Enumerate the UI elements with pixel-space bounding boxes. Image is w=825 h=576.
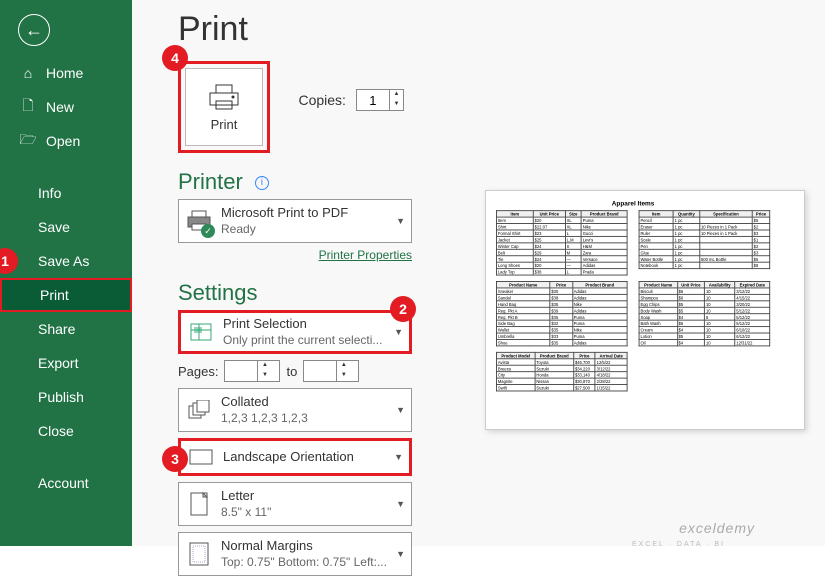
- nav-label: Home: [46, 65, 83, 81]
- open-icon: 🗁: [20, 133, 36, 149]
- nav-label: Publish: [38, 389, 84, 405]
- selection-icon: [187, 318, 215, 346]
- setting-selection-title: Print Selection: [223, 316, 394, 332]
- nav-export[interactable]: Export: [0, 346, 132, 380]
- watermark: exceldemy: [679, 520, 755, 536]
- annotation-bubble-3: 3: [162, 446, 188, 472]
- chevron-down-icon: ▼: [396, 216, 405, 226]
- orientation-title: Landscape Orientation: [223, 449, 394, 465]
- copies-label: Copies:: [298, 92, 345, 108]
- chevron-down-icon: ▼: [394, 327, 403, 337]
- nav-label: Close: [38, 423, 74, 439]
- setting-selection-sub: Only print the current selecti...: [223, 333, 394, 348]
- annotation-bubble-4: 4: [162, 45, 188, 71]
- preview-table: ItemQuantitySpecificationPricePencil1 pc…: [639, 210, 771, 269]
- pages-to-spinner[interactable]: ▲▼: [303, 360, 359, 382]
- nav-label: Print: [40, 287, 69, 303]
- nav-share[interactable]: Share: [0, 312, 132, 346]
- new-icon: 🗋: [20, 99, 36, 115]
- paper-title: Letter: [221, 488, 396, 504]
- chevron-down-icon: ▼: [396, 549, 405, 559]
- printer-status: Ready: [221, 222, 396, 237]
- margins-sub: Top: 0.75" Bottom: 0.75" Left:...: [221, 555, 396, 570]
- print-preview: Apparel Items ItemUnit PriceSizeProduct …: [485, 190, 805, 430]
- home-icon: ⌂: [20, 65, 36, 81]
- preview-table: ItemUnit PriceSizeProduct BrandItem$20XL…: [496, 210, 628, 275]
- nav-label: New: [46, 99, 74, 115]
- nav-close[interactable]: Close: [0, 414, 132, 448]
- collated-sub: 1,2,3 1,2,3 1,2,3: [221, 411, 396, 426]
- ready-check-icon: ✓: [201, 224, 215, 238]
- nav-label: Share: [38, 321, 75, 337]
- collated-title: Collated: [221, 394, 396, 410]
- printer-dropdown[interactable]: ✓ Microsoft Print to PDF Ready ▼: [178, 199, 412, 243]
- nav-print[interactable]: Print: [0, 278, 132, 312]
- preview-title: Apparel Items: [496, 201, 770, 207]
- preview-table: Product NamePriceProduct BrandSneaker$30…: [496, 281, 628, 346]
- nav-save[interactable]: Save: [0, 210, 132, 244]
- nav-label: Info: [38, 185, 61, 201]
- margins-title: Normal Margins: [221, 538, 396, 554]
- nav-open[interactable]: 🗁 Open: [0, 124, 132, 158]
- backstage-sidebar: ← ⌂ Home 🗋 New 🗁 Open Info Save 1 Save A…: [0, 0, 132, 546]
- annotation-bubble-2: 2: [390, 296, 416, 322]
- collation-dropdown[interactable]: Collated 1,2,3 1,2,3 1,2,3 ▼: [178, 388, 412, 432]
- nav-account[interactable]: Account: [0, 466, 132, 500]
- info-icon[interactable]: i: [255, 176, 269, 190]
- nav-info[interactable]: Info: [0, 176, 132, 210]
- preview-table: Product ModelProduct BrandPriceArrival D…: [496, 352, 628, 392]
- chevron-down-icon: ▼: [396, 405, 405, 415]
- pages-label: Pages:: [178, 364, 218, 379]
- pages-from-spinner[interactable]: ▲▼: [224, 360, 280, 382]
- printer-icon: [207, 83, 241, 111]
- spin-up-icon[interactable]: ▲: [390, 90, 403, 100]
- print-button-highlight: Print: [178, 61, 270, 153]
- nav-label: Open: [46, 133, 80, 149]
- page-icon: [185, 490, 213, 518]
- margins-icon: [185, 540, 213, 568]
- printer-properties-link[interactable]: Printer Properties: [319, 248, 412, 262]
- paper-size-dropdown[interactable]: Letter 8.5" x 11" ▼: [178, 482, 412, 526]
- margins-dropdown[interactable]: Normal Margins Top: 0.75" Bottom: 0.75" …: [178, 532, 412, 576]
- copies-input[interactable]: [357, 90, 389, 110]
- orientation-dropdown[interactable]: Landscape Orientation ▼: [178, 438, 412, 476]
- pages-from-input[interactable]: [225, 361, 257, 381]
- chevron-down-icon: ▼: [394, 452, 403, 462]
- nav-save-as[interactable]: Save As: [0, 244, 132, 278]
- nav-home[interactable]: ⌂ Home: [0, 56, 132, 90]
- nav-label: Save As: [38, 253, 89, 269]
- print-button-label: Print: [211, 117, 238, 132]
- nav-label: Account: [38, 475, 89, 491]
- collated-icon: [185, 396, 213, 424]
- watermark-sub: EXCEL · DATA · BI: [632, 541, 725, 548]
- back-button[interactable]: ←: [18, 14, 50, 46]
- landscape-icon: [187, 443, 215, 471]
- nav-label: Save: [38, 219, 70, 235]
- spin-down-icon[interactable]: ▼: [390, 100, 403, 110]
- print-what-dropdown[interactable]: Print Selection Only print the current s…: [178, 310, 412, 354]
- paper-sub: 8.5" x 11": [221, 505, 396, 520]
- nav-publish[interactable]: Publish: [0, 380, 132, 414]
- chevron-down-icon: ▼: [396, 499, 405, 509]
- nav-label: Export: [38, 355, 78, 371]
- page-title: Print: [178, 10, 825, 49]
- print-button[interactable]: Print: [185, 68, 263, 146]
- printer-name: Microsoft Print to PDF: [221, 205, 396, 221]
- copies-spinner[interactable]: ▲▼: [356, 89, 404, 111]
- pages-to-label: to: [286, 364, 297, 379]
- back-arrow-icon: ←: [25, 20, 43, 41]
- nav-new[interactable]: 🗋 New: [0, 90, 132, 124]
- pages-to-input[interactable]: [304, 361, 336, 381]
- preview-table: Product NameUnit PriceAvailabilityExpire…: [639, 281, 771, 346]
